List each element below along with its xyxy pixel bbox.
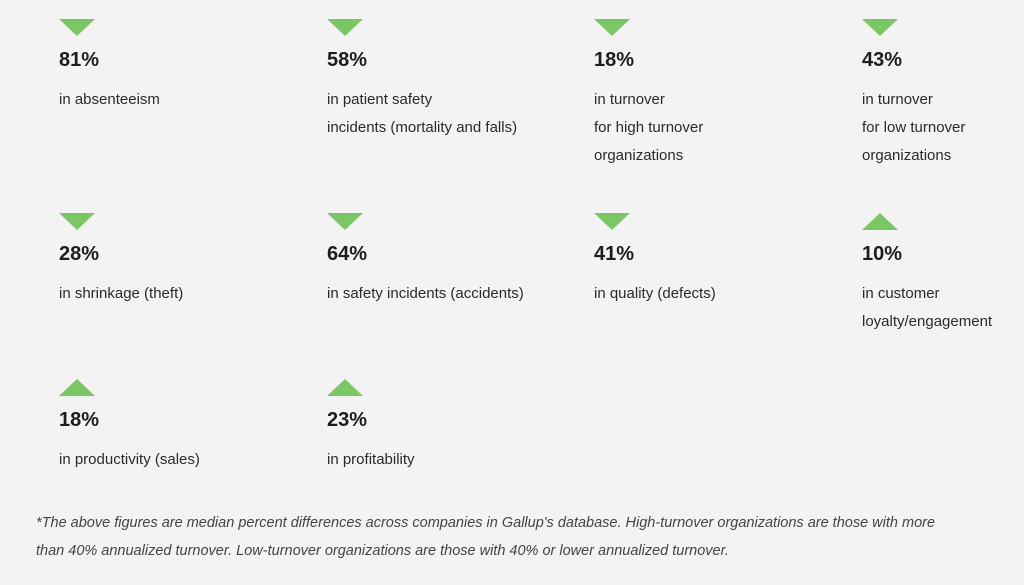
- arrow-up-icon: [862, 213, 898, 230]
- stat-value: 41%: [594, 243, 635, 265]
- stat-description: in productivity (sales): [59, 446, 200, 474]
- arrow-down-icon: [327, 213, 363, 230]
- stat-value: 10%: [862, 243, 903, 265]
- stat-description-line: in quality (defects): [594, 285, 716, 302]
- stat-productivity: 18% in productivity (sales): [59, 379, 200, 468]
- stat-description: in turnover for low turnover organizatio…: [862, 86, 965, 170]
- stat-value: 18%: [594, 49, 635, 71]
- stat-shrinkage: 28% in shrinkage (theft): [59, 213, 183, 302]
- stat-patient-safety: 58% in patient safety incidents (mortali…: [327, 19, 517, 136]
- stat-description-line: in absenteeism: [59, 91, 160, 108]
- stat-description-line: loyalty/engagement: [862, 313, 993, 330]
- stat-description-line: in shrinkage (theft): [59, 285, 184, 302]
- stat-description: in shrinkage (theft): [59, 280, 183, 308]
- stat-description-line: in profitability: [327, 451, 415, 468]
- stat-description: in customer loyalty/engagement: [862, 280, 992, 336]
- stat-quality: 41% in quality (defects): [594, 213, 716, 302]
- stat-value: 81%: [59, 49, 100, 71]
- stat-description: in absenteeism: [59, 86, 160, 114]
- stat-description-line: for high turnover: [594, 119, 704, 136]
- arrow-down-icon: [594, 213, 630, 230]
- stat-value: 18%: [59, 409, 100, 431]
- arrow-down-icon: [862, 19, 898, 36]
- stat-value: 64%: [327, 243, 368, 265]
- arrow-up-icon: [327, 379, 363, 396]
- stat-description: in turnover for high turnover organizati…: [594, 86, 703, 170]
- stat-low-turnover: 43% in turnover for low turnover organiz…: [862, 19, 965, 164]
- stat-description: in safety incidents (accidents): [327, 280, 524, 308]
- stat-description-line: for low turnover: [862, 119, 966, 136]
- stat-description-line: organizations: [594, 147, 684, 164]
- stat-customer-loyalty: 10% in customer loyalty/engagement: [862, 213, 992, 330]
- stat-description-line: in customer: [862, 285, 940, 302]
- stat-description-line: incidents (mortality and falls): [327, 119, 518, 136]
- stat-description-line: in safety incidents (accidents): [327, 285, 524, 302]
- stat-value: 28%: [59, 243, 100, 265]
- stat-safety-incidents: 64% in safety incidents (accidents): [327, 213, 524, 302]
- stat-description-line: in turnover: [862, 91, 933, 108]
- stat-description-line: in patient safety: [327, 91, 433, 108]
- stat-high-turnover: 18% in turnover for high turnover organi…: [594, 19, 703, 164]
- stat-absenteeism: 81% in absenteeism: [59, 19, 160, 108]
- arrow-up-icon: [59, 379, 95, 396]
- stat-description: in quality (defects): [594, 280, 716, 308]
- stat-description-line: in productivity (sales): [59, 451, 200, 468]
- stat-profitability: 23% in profitability: [327, 379, 415, 468]
- arrow-down-icon: [327, 19, 363, 36]
- stat-value: 58%: [327, 49, 368, 71]
- footnote: *The above figures are median percent di…: [36, 515, 936, 559]
- stat-description-line: organizations: [862, 147, 952, 164]
- stat-description: in profitability: [327, 446, 415, 474]
- arrow-down-icon: [594, 19, 630, 36]
- stat-description: in patient safety incidents (mortality a…: [327, 86, 517, 142]
- arrow-down-icon: [59, 213, 95, 230]
- stat-description-line: in turnover: [594, 91, 665, 108]
- stat-value: 23%: [327, 409, 368, 431]
- arrow-down-icon: [59, 19, 95, 36]
- stat-value: 43%: [862, 49, 903, 71]
